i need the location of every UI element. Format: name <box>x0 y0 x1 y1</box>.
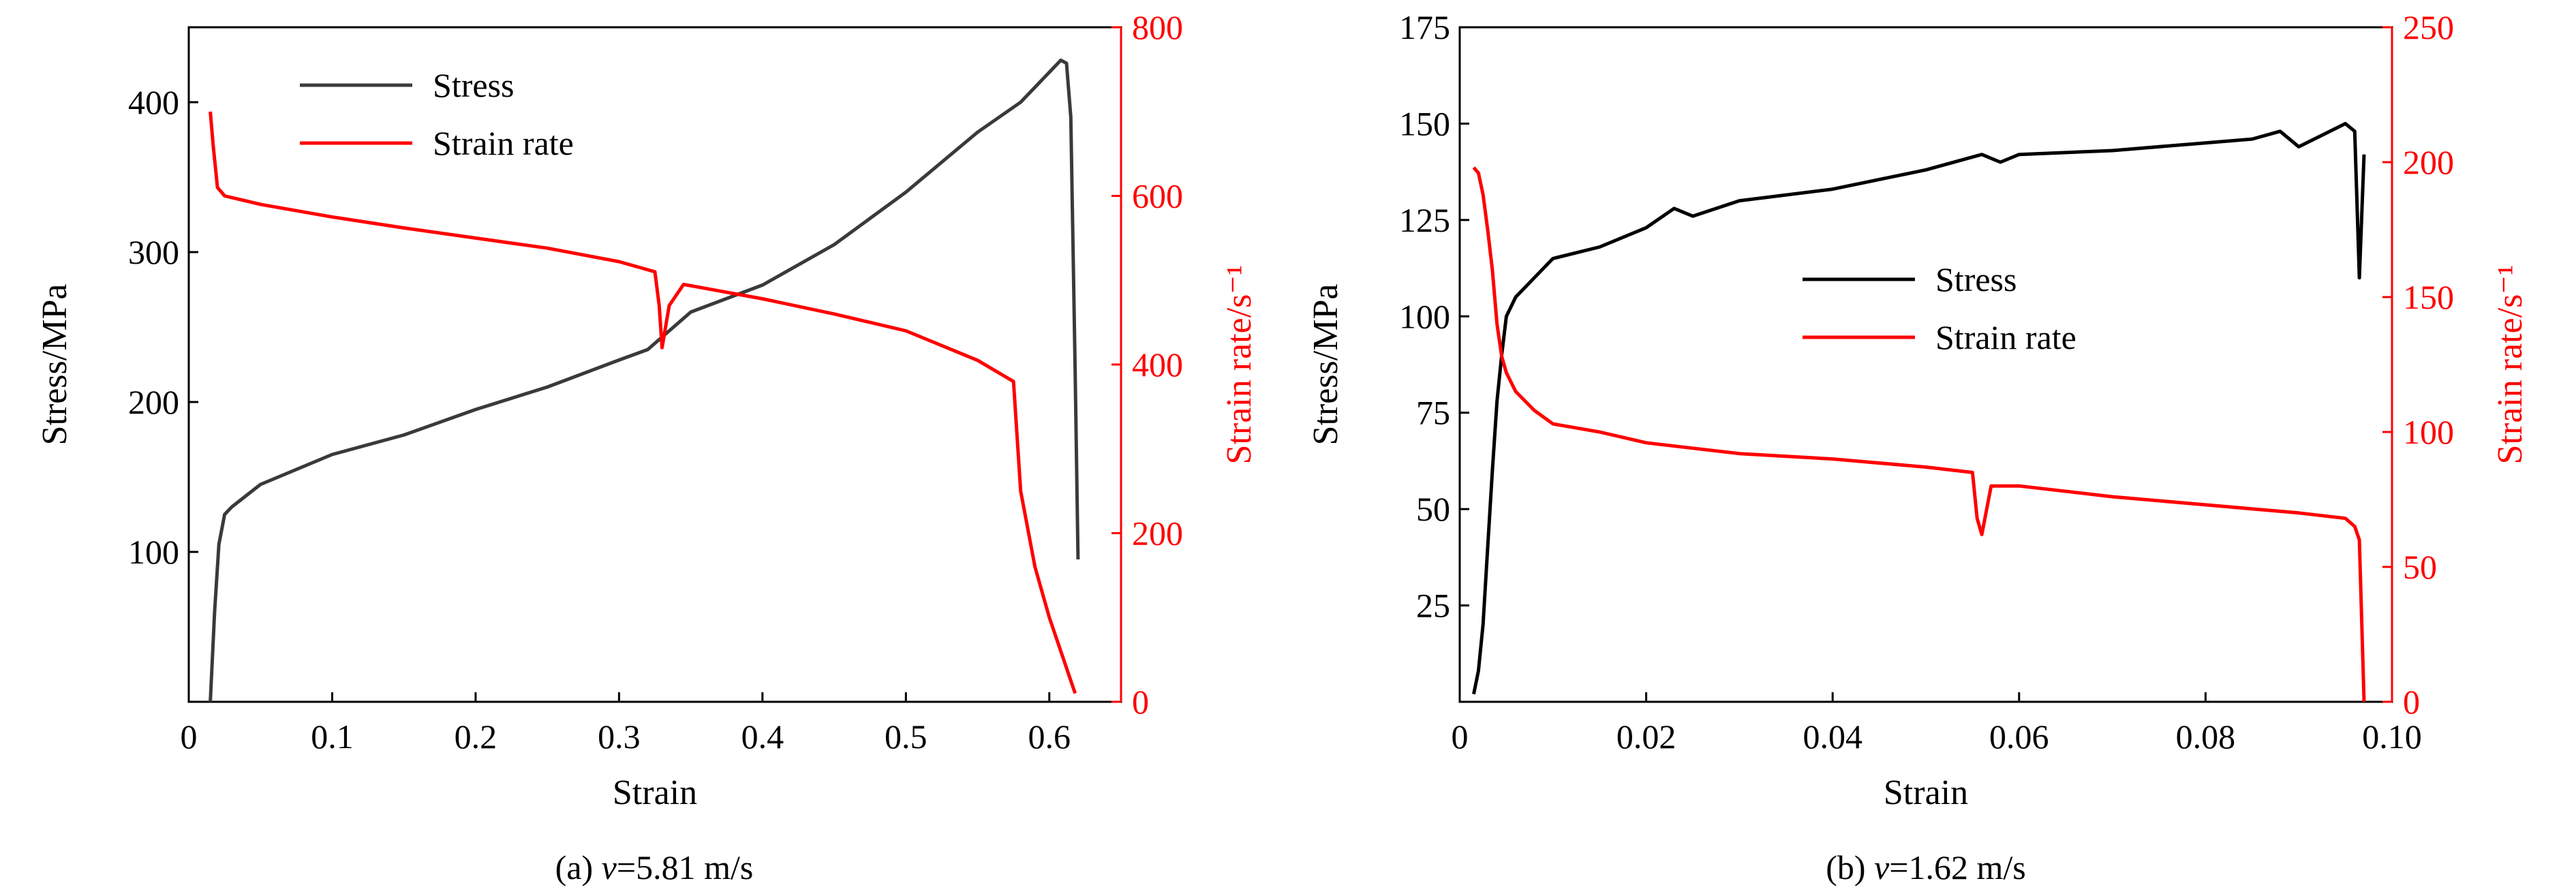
series-group <box>1472 121 2366 702</box>
legend-label-strain-rate: Strain rate <box>1935 318 2076 356</box>
legend-label-stress: Stress <box>433 66 514 104</box>
y2-tick-label: 400 <box>1132 345 1183 384</box>
series-line-strain-rate <box>1472 166 2366 702</box>
panel-caption: (b) v=1.62 m/s <box>1826 848 2025 886</box>
x-tick-label: 0.08 <box>2176 717 2236 756</box>
caption-prefix: (a) <box>555 848 602 886</box>
y2-axis-label: Strain rate/s⁻¹ <box>1220 265 1259 465</box>
x-tick-label: 0.1 <box>311 717 354 756</box>
y-tick-label: 175 <box>1399 8 1450 46</box>
x-tick-label: 0.10 <box>2362 717 2422 756</box>
ticks-group: 0 0.02 0.04 0.06 0.08 0.10 25 50 75 100 125 150 175 0… <box>1399 8 2454 756</box>
ticks-group: 0 0.1 0.2 0.3 0.4 0.5 0.6 100 200 300 400 0 200 400 60… <box>128 8 1183 756</box>
x-tick-label: 0.4 <box>741 717 784 756</box>
panel-caption: (a) v=5.81 m/s <box>555 848 754 886</box>
x-tick-label: 0.3 <box>598 717 641 756</box>
y-tick-label: 400 <box>128 83 179 121</box>
x-tick-label: 0.02 <box>1616 717 1676 756</box>
y-tick-label: 150 <box>1399 104 1450 142</box>
y2-tick-label: 0 <box>1132 683 1149 721</box>
y2-tick-label: 200 <box>1132 514 1183 553</box>
chart-panel-b: 0 0.02 0.04 0.06 0.08 0.10 25 50 75 100 125 150 175 0… <box>1306 8 2530 886</box>
y-tick-label: 100 <box>128 533 179 571</box>
x-axis-label: Strain <box>1884 773 1968 812</box>
x-tick-label: 0 <box>1452 717 1469 756</box>
x-tick-label: 0.2 <box>455 717 497 756</box>
x-tick-label: 0.04 <box>1803 717 1862 756</box>
y-tick-label: 75 <box>1416 394 1450 432</box>
y-tick-label: 25 <box>1416 587 1450 625</box>
series-line-strain-rate <box>209 111 1077 694</box>
y2-tick-label: 0 <box>2403 683 2420 721</box>
caption-prefix: (b) <box>1826 848 1874 886</box>
caption-value: =1.62 m/s <box>1889 848 2025 886</box>
y-tick-label: 200 <box>128 383 179 421</box>
series-group <box>209 58 1080 702</box>
caption-variable: v <box>602 848 617 886</box>
x-tick-label: 0 <box>181 717 198 756</box>
x-tick-label: 0.5 <box>885 717 927 756</box>
y2-tick-label: 200 <box>2403 143 2454 181</box>
series-line-stress <box>209 58 1080 702</box>
x-axis-label: Strain <box>613 773 697 812</box>
y-tick-label: 100 <box>1399 297 1450 335</box>
y-axis-label: Stress/MPa <box>1306 284 1345 446</box>
y2-axis-label: Strain rate/s⁻¹ <box>2491 265 2530 465</box>
y2-tick-label: 600 <box>1132 177 1183 215</box>
legend-label-strain-rate: Strain rate <box>433 124 574 162</box>
series-line-stress <box>1472 121 2366 695</box>
y-tick-label: 300 <box>128 233 179 271</box>
y2-tick-label: 250 <box>2403 8 2454 46</box>
y2-tick-label: 100 <box>2403 413 2454 451</box>
caption-value: =5.81 m/s <box>617 848 753 886</box>
y2-tick-label: 50 <box>2403 548 2437 586</box>
legend-label-stress: Stress <box>1935 260 2017 298</box>
y-axis-label: Stress/MPa <box>35 284 74 446</box>
x-tick-label: 0.6 <box>1028 717 1071 756</box>
legend: Stress Strain rate <box>300 66 574 162</box>
y2-tick-label: 800 <box>1132 8 1183 46</box>
y2-tick-label: 150 <box>2403 278 2454 316</box>
y-tick-label: 50 <box>1416 490 1450 528</box>
x-tick-label: 0.06 <box>1989 717 2049 756</box>
caption-variable: v <box>1874 848 1890 886</box>
legend: Stress Strain rate <box>1803 260 2076 356</box>
chart-panel-a: 0 0.1 0.2 0.3 0.4 0.5 0.6 100 200 300 400 0 200 400 60… <box>35 8 1259 886</box>
plot-area-frame <box>1458 26 2393 703</box>
y-tick-label: 125 <box>1399 201 1450 239</box>
